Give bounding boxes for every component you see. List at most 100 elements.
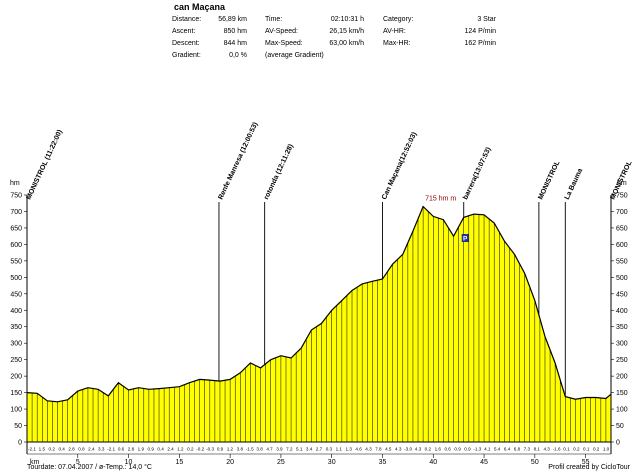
- y-tick-label-right: 100: [616, 407, 628, 414]
- y-tick-label-left: 500: [10, 275, 22, 282]
- segment-grade-label: 4.6: [355, 447, 362, 452]
- y-tick-label-left: 450: [10, 291, 22, 298]
- y-tick-label-left: 650: [10, 225, 22, 232]
- segment-grade-label: 1.5: [39, 447, 46, 452]
- x-tick-label: 30: [328, 459, 336, 466]
- waypoint-label: rotonda (12:11:28): [263, 143, 295, 201]
- segment-grade-label: 0.2: [593, 447, 600, 452]
- segment-grade-label: 2.7: [316, 447, 323, 452]
- segment-grade-label: -2.1: [107, 447, 115, 452]
- segment-grade-label: 1.1: [336, 447, 343, 452]
- segment-grade-label: 0.6: [444, 447, 451, 452]
- y-tick-label-right: 0: [616, 440, 620, 447]
- segment-grade-label: 1.2: [177, 447, 184, 452]
- segment-grade-label: 0.1: [583, 447, 590, 452]
- maxhr-label: Max-HR:: [383, 40, 411, 47]
- time-value: 02:10:31 h: [330, 16, 364, 23]
- ascent-label: Ascent:: [172, 28, 196, 35]
- segment-grade-label: 1.6: [435, 447, 442, 452]
- avspeed-label: AV-Speed:: [265, 28, 298, 35]
- descent-label: Descent:: [172, 40, 200, 47]
- segment-grade-label: 7.8: [375, 447, 382, 452]
- route-title: can Maçana: [174, 2, 226, 12]
- segment-grade-label: 3.3: [98, 447, 105, 452]
- x-tick-label: 25: [277, 459, 285, 466]
- y-tick-label-left: 0: [18, 440, 22, 447]
- segment-grade-label: 6.8: [514, 447, 521, 452]
- waypoint-label: Renfe Manresa (12:00:53): [217, 121, 259, 200]
- segment-grade-label: 7.2: [286, 447, 293, 452]
- maxspeed-label: Max-Speed:: [265, 40, 303, 47]
- y-tick-label-left: 50: [14, 423, 22, 430]
- parking-icon: P: [463, 236, 468, 243]
- segment-grade-label: -1.3: [473, 447, 481, 452]
- segment-grade-label: 4.3: [365, 447, 372, 452]
- y-tick-label-right: 500: [616, 275, 628, 282]
- ascent-value: 850 hm: [223, 28, 247, 35]
- category-label: Category:: [383, 16, 414, 23]
- segment-grade-label: 3.4: [306, 447, 313, 452]
- segment-grade-label: 4.3: [543, 447, 550, 452]
- segment-grade-label: -3.0: [404, 447, 412, 452]
- waypoint-label: Can Maçana(12:52:03): [381, 131, 418, 201]
- y-tick-label-right: 150: [616, 390, 628, 397]
- segment-grade-label: 4.3: [415, 447, 422, 452]
- segment-grade-label: 4.1: [484, 447, 491, 452]
- segment-grade-label: 1.2: [227, 447, 234, 452]
- segment-grade-label: -1.5: [246, 447, 254, 452]
- segment-grade-label: -0.3: [206, 447, 214, 452]
- y-tick-label-right: 350: [616, 324, 628, 331]
- segment-grade-label: 3.9: [276, 447, 283, 452]
- descent-value: 844 hm: [223, 40, 247, 47]
- y-tick-label-right: 250: [616, 357, 628, 364]
- y-axis-unit-right: hm: [617, 180, 627, 187]
- x-tick-label: 45: [480, 459, 488, 466]
- y-tick-label-right: 400: [616, 308, 628, 315]
- y-tick-label-left: 150: [10, 390, 22, 397]
- avspeed-value: 26,15 km/h: [329, 28, 364, 35]
- segment-grade-label: 8.1: [534, 447, 541, 452]
- x-tick-label: 15: [175, 459, 183, 466]
- segment-grade-label: 0.1: [563, 447, 570, 452]
- segment-grade-label: 2.8: [128, 447, 135, 452]
- profile-credit: Profil created by CicloTour: [548, 464, 630, 471]
- waypoint-label: MONISTROL: [537, 159, 561, 201]
- y-tick-label-left: 100: [10, 407, 22, 414]
- distance-value: 56,89 km: [218, 16, 247, 23]
- y-tick-label-right: 750: [616, 193, 628, 200]
- segment-grade-label: 5.1: [296, 447, 303, 452]
- time-label: Time:: [265, 16, 283, 23]
- segment-grade-label: 1.3: [345, 447, 352, 452]
- segment-grade-label: 0.9: [454, 447, 461, 452]
- x-tick-label: 10: [125, 459, 133, 466]
- y-tick-label-right: 550: [616, 258, 628, 265]
- segment-grade-label: 0.6: [118, 447, 125, 452]
- segment-grade-label: 0.2: [573, 447, 580, 452]
- y-tick-label-right: 450: [616, 291, 628, 298]
- maxspeed-value: 63,00 km/h: [329, 40, 364, 47]
- elevation-area: [27, 206, 611, 442]
- y-tick-label-left: 400: [10, 308, 22, 315]
- y-tick-label-left: 600: [10, 242, 22, 249]
- y-tick-label-left: 300: [10, 341, 22, 348]
- x-tick-label: 35: [379, 459, 387, 466]
- waypoint-label: barrera(13:07:53): [462, 146, 492, 200]
- y-tick-label-right: 300: [616, 341, 628, 348]
- segment-grade-label: -2.1: [28, 447, 36, 452]
- avhr-label: AV-HR:: [383, 28, 406, 35]
- y-tick-label-left: 350: [10, 324, 22, 331]
- parking-badge: [461, 234, 469, 242]
- segment-grade-label: 6.4: [504, 447, 511, 452]
- segment-grade-label: 3.8: [237, 447, 244, 452]
- segment-grade-label: 2.4: [167, 447, 174, 452]
- avhr-value: 124 P/min: [464, 28, 496, 35]
- maxhr-value: 162 P/min: [464, 40, 496, 47]
- segment-grade-label: 4.3: [395, 447, 402, 452]
- y-tick-label-left: 700: [10, 209, 22, 216]
- segment-grade-label: 4.7: [266, 447, 273, 452]
- segment-grade-label: 0.9: [148, 447, 155, 452]
- segment-grade-label: 0.4: [58, 447, 65, 452]
- elevation-outline: [26, 205, 612, 403]
- y-tick-label-left: 750: [10, 193, 22, 200]
- tour-date-temperature: Tourdate: 07.04.2007 / ø-Temp.: 14,0 °C: [27, 464, 152, 471]
